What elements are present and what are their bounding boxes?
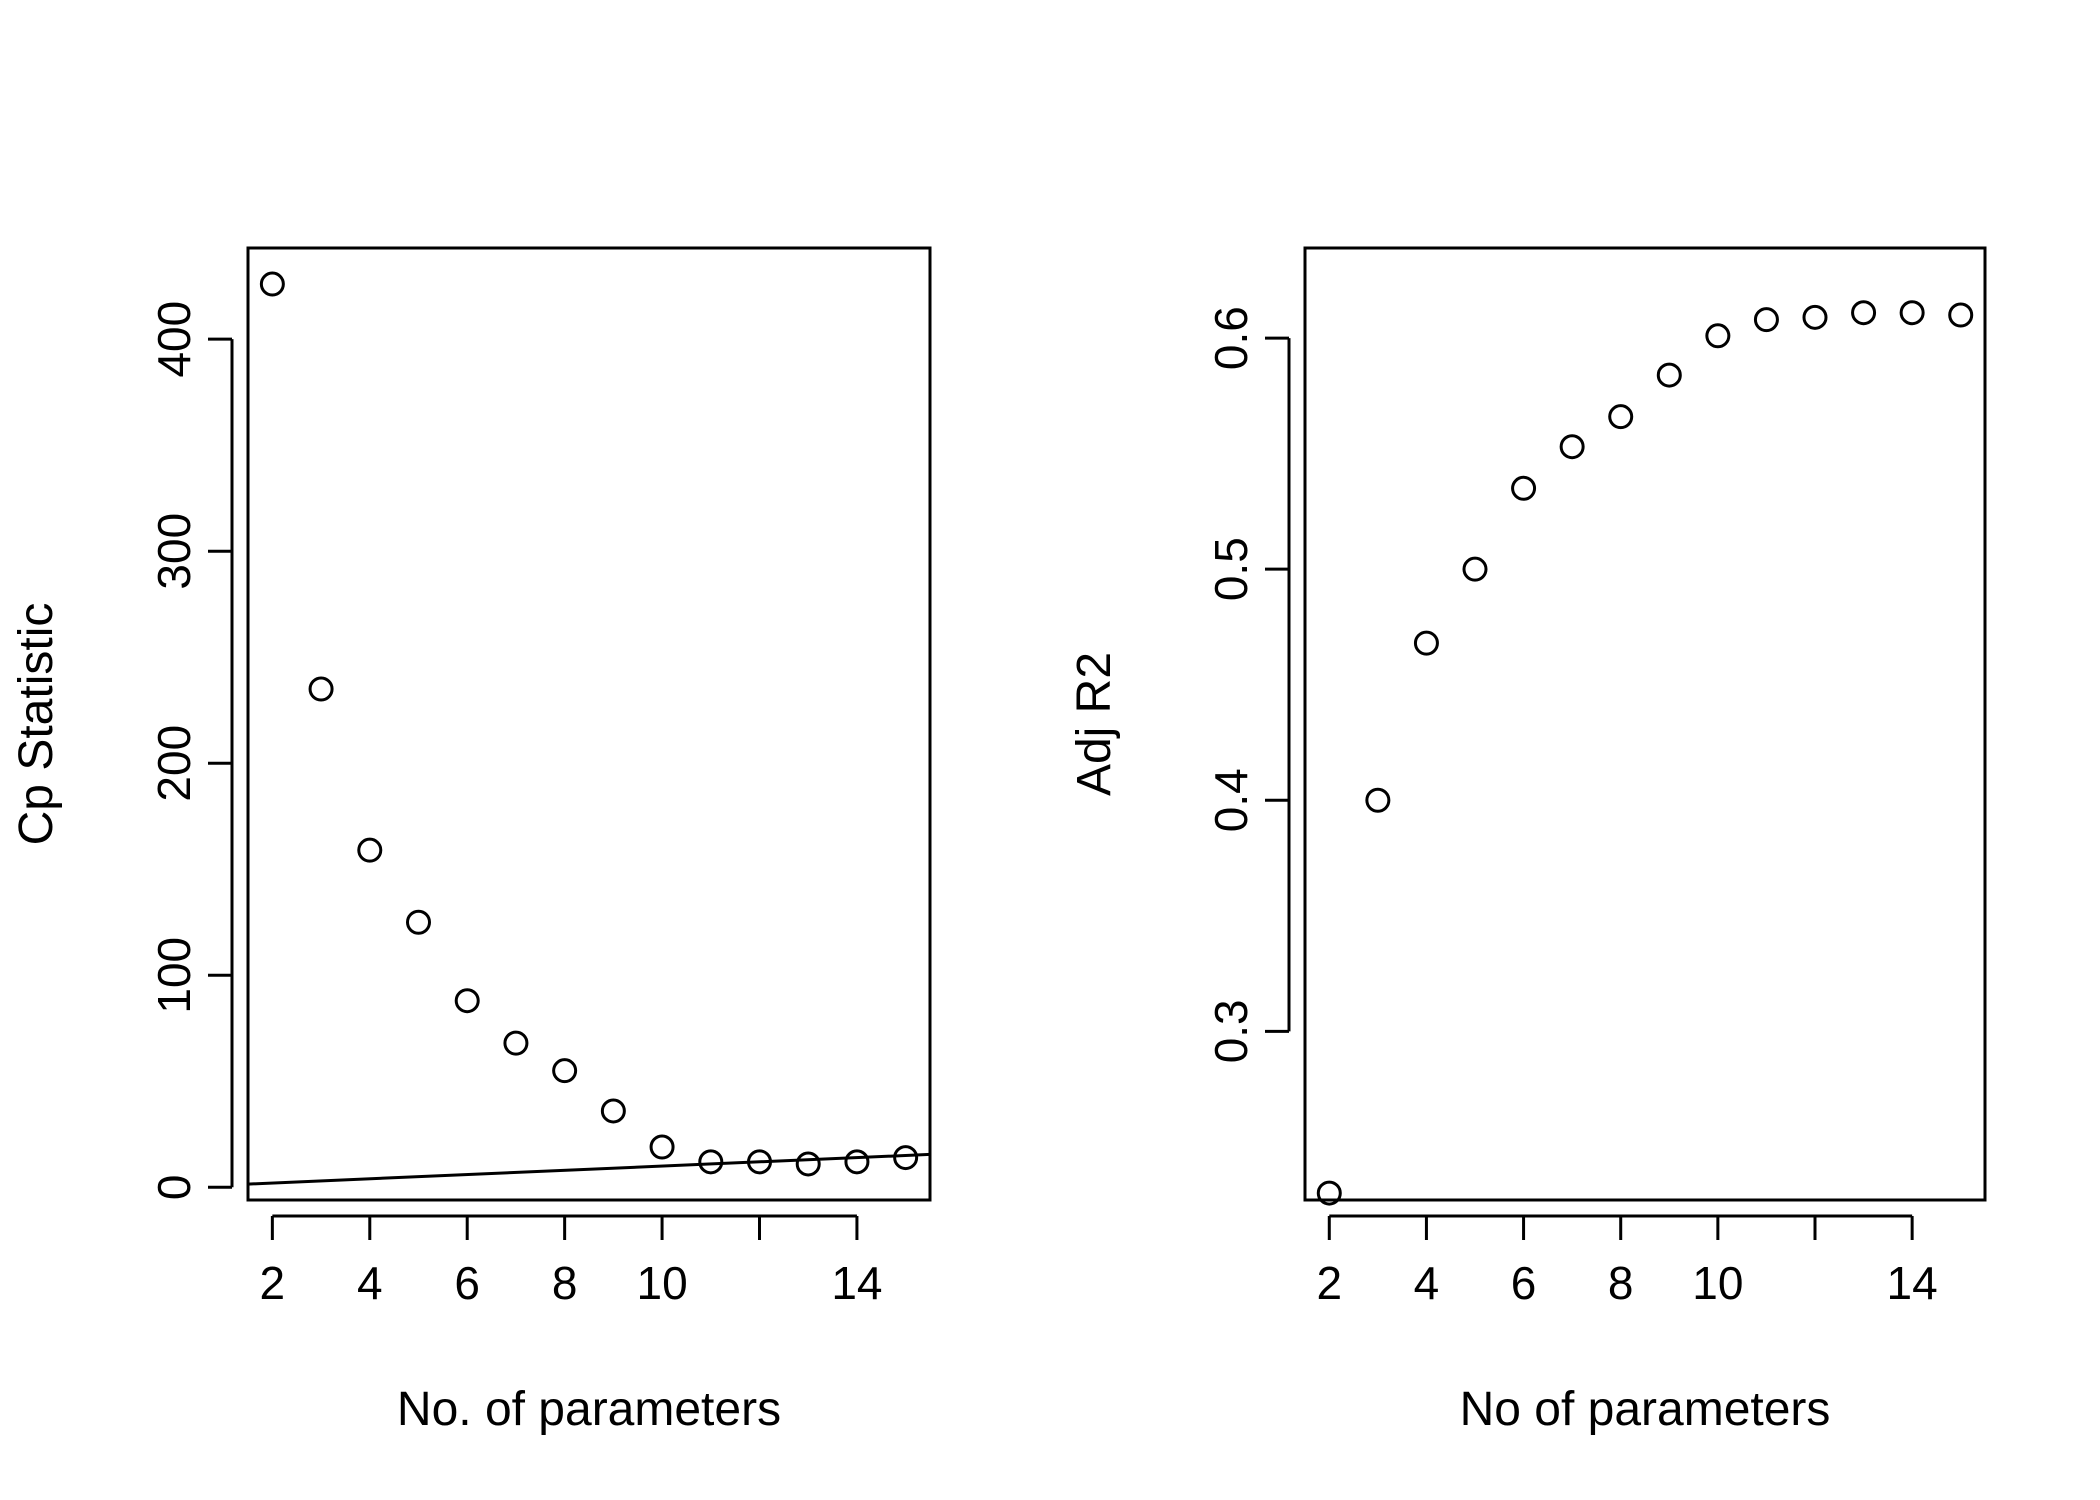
data-point [357,837,383,863]
data-point [552,1058,578,1084]
x-axis-title: No of parameters [1460,1383,1831,1436]
adj-r2-panel: 2 4 6 8 10 14 0.3 0.4 0.5 0.6 No of parameters Adj … [1068,246,1987,1436]
data-point [747,1149,772,1175]
x-tick-label: 2 [260,1257,286,1309]
data-point [893,1145,919,1171]
x-tick-label: 8 [1608,1257,1634,1309]
x-tick-label: 6 [1511,1257,1537,1309]
data-point [259,271,285,297]
y-tick-label: 100 [148,937,200,1014]
data-point [795,1151,821,1177]
data-point [1753,307,1779,333]
y-tick-label: 0.3 [1205,999,1257,1063]
data-point [1851,300,1877,326]
data-point [1656,362,1682,388]
data-point [503,1030,529,1056]
x-tick-label: 10 [1692,1257,1743,1309]
x-tick-label: 14 [1887,1257,1938,1309]
data-point [1462,556,1488,582]
x-axis-title: No. of parameters [397,1383,781,1436]
data-point [454,988,480,1014]
plot-frame [246,246,932,1202]
data-point [1948,302,1974,328]
y-tick-label: 400 [148,301,200,378]
data-point [406,909,431,935]
x-tick-label: 10 [636,1257,687,1309]
reference-line [247,1152,931,1186]
x-tick-label: 4 [1414,1257,1440,1309]
data-point [1608,404,1634,430]
data-point [649,1134,675,1160]
y-tick-label: 0.4 [1205,768,1257,832]
data-point [1316,1180,1342,1206]
y-tick-label: 300 [148,513,200,590]
plot-frame [1303,246,1987,1202]
data-point [1511,475,1537,501]
data-point [844,1149,870,1175]
data-point [1413,630,1439,656]
data-point [698,1149,724,1175]
y-tick-label: 200 [148,725,200,802]
x-tick-label: 14 [831,1257,882,1309]
data-point [1802,304,1828,330]
data-point [1705,323,1731,349]
y-tick-label: 0.5 [1205,537,1257,601]
data-point [1365,787,1391,813]
cp-statistic-panel: 2 4 6 8 10 14 0 100 200 300 400 No. of parameters Cp… [10,246,932,1436]
x-tick-label: 2 [1316,1257,1342,1309]
data-point [308,676,334,702]
data-point [1559,434,1585,460]
x-tick-label: 6 [454,1257,480,1309]
x-tick-label: 4 [357,1257,383,1309]
y-axis-title: Cp Statistic [10,603,63,846]
y-axis-title: Adj R2 [1068,652,1121,796]
data-point [600,1098,626,1124]
x-tick-label: 8 [552,1257,578,1309]
y-tick-label: 0 [148,1174,200,1200]
y-tick-label: 0.6 [1205,306,1257,370]
data-point [1899,300,1925,326]
